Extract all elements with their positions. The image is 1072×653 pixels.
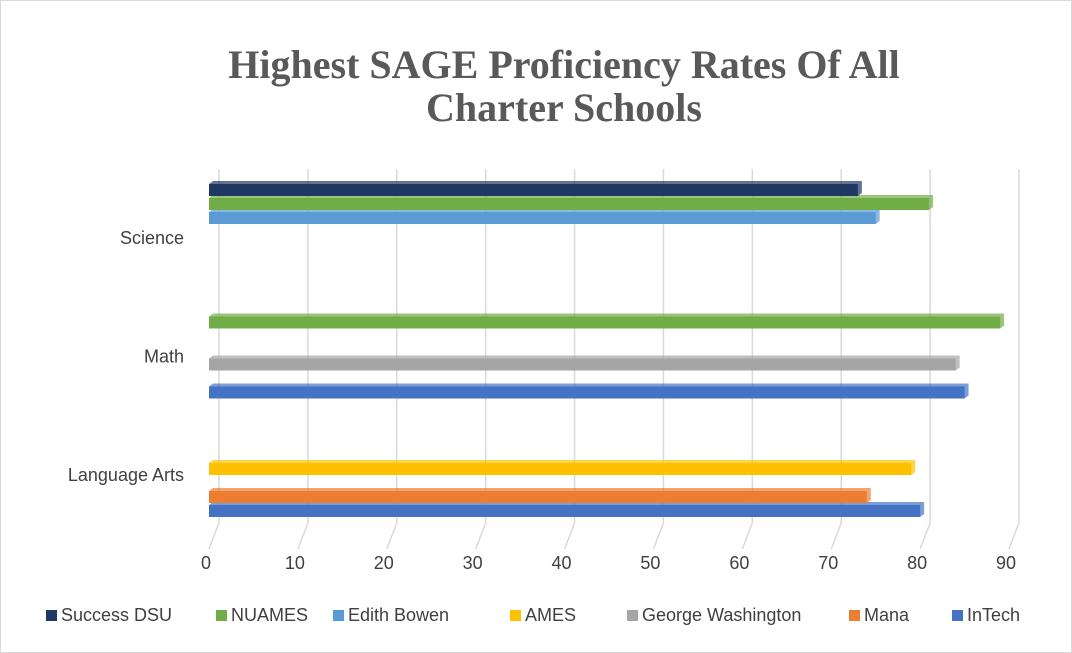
legend-label: Mana (864, 605, 910, 625)
grid-line (208, 169, 220, 550)
legend-swatch (952, 610, 963, 621)
x-tick-label: 30 (463, 553, 483, 573)
x-tick-label: 0 (201, 553, 211, 573)
x-tick-label: 90 (996, 553, 1016, 573)
legend-swatch (46, 610, 57, 621)
bar (209, 505, 921, 517)
x-tick-label: 50 (640, 553, 660, 573)
bar (209, 184, 858, 196)
y-tick-label: Math (144, 346, 184, 366)
grid-line (474, 169, 487, 550)
x-tick-label: 70 (818, 553, 838, 573)
bar (209, 358, 956, 371)
legend-swatch (333, 610, 344, 621)
x-tick-label: 40 (552, 553, 572, 573)
grid-line (830, 169, 842, 550)
legend-label: Edith Bowen (348, 605, 449, 625)
legend-label: George Washington (642, 605, 801, 625)
legend-swatch (849, 610, 860, 621)
legend-label: NUAMES (231, 605, 308, 625)
legend-label: Success DSU (61, 605, 172, 625)
legend-label: InTech (967, 605, 1020, 625)
y-tick-label: Science (120, 228, 184, 248)
grid-line (563, 169, 576, 550)
legend-label: AMES (525, 605, 576, 625)
y-tick-label: Language Arts (68, 465, 184, 485)
grid-line (919, 169, 931, 550)
legend-swatch (216, 610, 227, 621)
bar (209, 386, 965, 399)
bar (209, 463, 912, 475)
x-tick-label: 80 (907, 553, 927, 573)
x-tick-label: 60 (729, 553, 749, 573)
bar (209, 491, 867, 503)
bar (209, 212, 876, 224)
legend-swatch (510, 610, 521, 621)
x-tick-label: 10 (285, 553, 305, 573)
grid-line (1008, 169, 1020, 550)
grid-line (652, 169, 665, 550)
bar (209, 316, 1001, 329)
grid-line (741, 169, 754, 550)
grid-line (386, 169, 398, 550)
x-tick-label: 20 (374, 553, 394, 573)
grid-line (297, 169, 309, 550)
bar (209, 198, 929, 210)
legend-swatch (627, 610, 638, 621)
chart-title: Highest SAGE Proficiency Rates Of All Ch… (228, 42, 900, 130)
